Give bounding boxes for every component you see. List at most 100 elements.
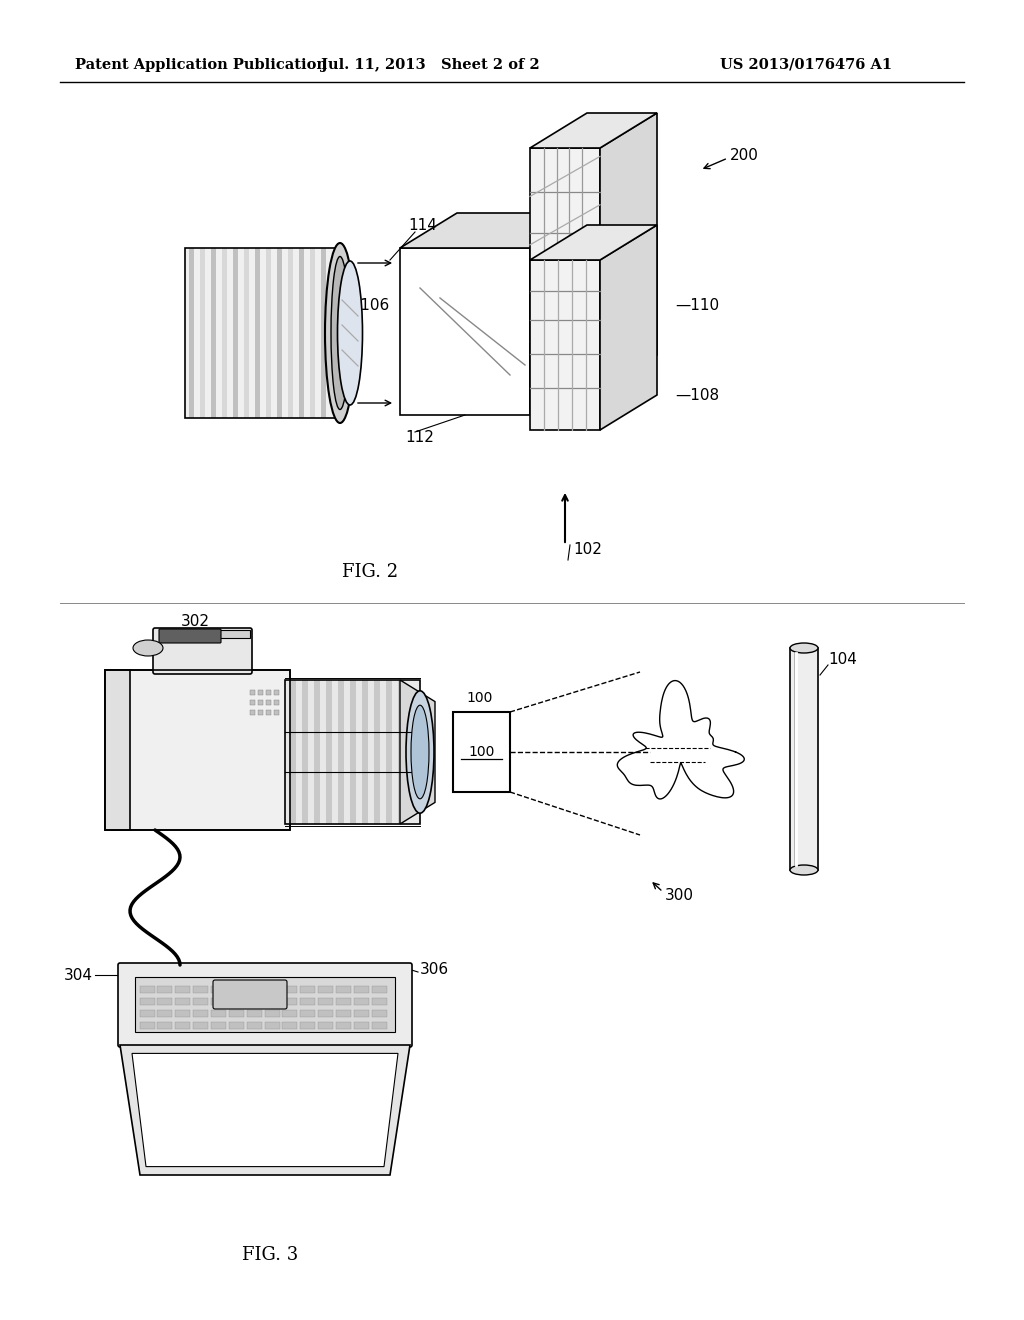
Polygon shape bbox=[600, 224, 657, 430]
Bar bbox=[266, 690, 271, 696]
Bar bbox=[274, 710, 279, 715]
Text: 104: 104 bbox=[828, 652, 857, 668]
Ellipse shape bbox=[325, 243, 355, 422]
Bar bbox=[229, 1010, 244, 1016]
Text: 300: 300 bbox=[665, 887, 694, 903]
Bar bbox=[265, 1022, 280, 1030]
Bar bbox=[200, 248, 205, 418]
Bar bbox=[211, 986, 226, 993]
Bar bbox=[229, 998, 244, 1005]
Bar bbox=[250, 710, 255, 715]
Bar bbox=[211, 1022, 226, 1030]
Bar bbox=[265, 1010, 280, 1016]
Bar bbox=[398, 680, 404, 824]
Bar bbox=[326, 680, 332, 824]
Polygon shape bbox=[600, 114, 657, 389]
FancyBboxPatch shape bbox=[118, 964, 412, 1047]
Bar bbox=[318, 1022, 333, 1030]
Bar bbox=[189, 248, 194, 418]
Bar bbox=[233, 248, 238, 418]
Polygon shape bbox=[120, 1045, 410, 1175]
Bar bbox=[299, 248, 304, 418]
Text: 112: 112 bbox=[406, 430, 434, 446]
Bar bbox=[244, 248, 249, 418]
Bar bbox=[300, 1022, 315, 1030]
Text: —108: —108 bbox=[675, 388, 719, 403]
Bar bbox=[336, 986, 351, 993]
Bar bbox=[222, 248, 227, 418]
Bar bbox=[310, 248, 315, 418]
Ellipse shape bbox=[331, 256, 349, 409]
Text: 306: 306 bbox=[420, 962, 450, 978]
FancyBboxPatch shape bbox=[153, 628, 252, 675]
Polygon shape bbox=[105, 671, 290, 830]
Bar bbox=[250, 690, 255, 696]
Bar bbox=[211, 248, 216, 418]
Polygon shape bbox=[105, 671, 130, 830]
Text: FIG. 3: FIG. 3 bbox=[242, 1246, 298, 1265]
Bar bbox=[790, 648, 818, 870]
Bar bbox=[193, 1010, 208, 1016]
Bar bbox=[300, 1010, 315, 1016]
Bar bbox=[229, 986, 244, 993]
Bar bbox=[140, 1022, 155, 1030]
Bar bbox=[453, 711, 510, 792]
Bar bbox=[157, 998, 172, 1005]
Text: 100: 100 bbox=[467, 690, 494, 705]
Bar bbox=[282, 986, 297, 993]
Text: 200: 200 bbox=[730, 148, 759, 162]
Bar bbox=[274, 690, 279, 696]
Text: 302: 302 bbox=[180, 615, 210, 630]
Bar bbox=[175, 1022, 190, 1030]
Bar bbox=[354, 1022, 369, 1030]
Text: 304: 304 bbox=[63, 968, 93, 982]
Bar bbox=[258, 690, 263, 696]
Bar bbox=[250, 700, 255, 705]
Bar bbox=[300, 998, 315, 1005]
Bar bbox=[336, 998, 351, 1005]
Text: FIG. 2: FIG. 2 bbox=[342, 564, 398, 581]
Bar bbox=[350, 680, 356, 824]
Bar bbox=[247, 986, 262, 993]
Ellipse shape bbox=[411, 705, 429, 799]
Bar bbox=[282, 998, 297, 1005]
Bar bbox=[372, 1022, 387, 1030]
Bar bbox=[157, 986, 172, 993]
Bar bbox=[265, 986, 280, 993]
Bar bbox=[258, 700, 263, 705]
Polygon shape bbox=[132, 1053, 398, 1167]
Bar bbox=[321, 248, 326, 418]
Bar bbox=[278, 248, 282, 418]
Bar bbox=[175, 1010, 190, 1016]
Bar bbox=[266, 710, 271, 715]
Bar bbox=[266, 248, 271, 418]
Text: —110: —110 bbox=[675, 297, 719, 313]
Bar bbox=[220, 630, 250, 638]
Bar bbox=[354, 998, 369, 1005]
Bar bbox=[338, 680, 344, 824]
Bar bbox=[265, 998, 280, 1005]
Text: 100: 100 bbox=[468, 744, 495, 759]
Polygon shape bbox=[400, 213, 587, 248]
Ellipse shape bbox=[406, 690, 434, 813]
Bar bbox=[157, 1010, 172, 1016]
FancyBboxPatch shape bbox=[159, 630, 221, 643]
Bar bbox=[247, 998, 262, 1005]
Bar bbox=[175, 986, 190, 993]
Bar bbox=[282, 1010, 297, 1016]
Polygon shape bbox=[285, 680, 420, 824]
Text: Patent Application Publication: Patent Application Publication bbox=[75, 58, 327, 73]
Bar bbox=[362, 680, 368, 824]
Polygon shape bbox=[400, 248, 530, 414]
Bar bbox=[288, 248, 293, 418]
Polygon shape bbox=[530, 148, 600, 389]
Bar bbox=[193, 1022, 208, 1030]
Bar bbox=[193, 998, 208, 1005]
Bar bbox=[229, 1022, 244, 1030]
FancyBboxPatch shape bbox=[213, 979, 287, 1008]
Bar bbox=[140, 1010, 155, 1016]
Bar bbox=[318, 986, 333, 993]
Text: —106: —106 bbox=[345, 297, 389, 313]
Bar bbox=[336, 1010, 351, 1016]
Bar bbox=[372, 986, 387, 993]
